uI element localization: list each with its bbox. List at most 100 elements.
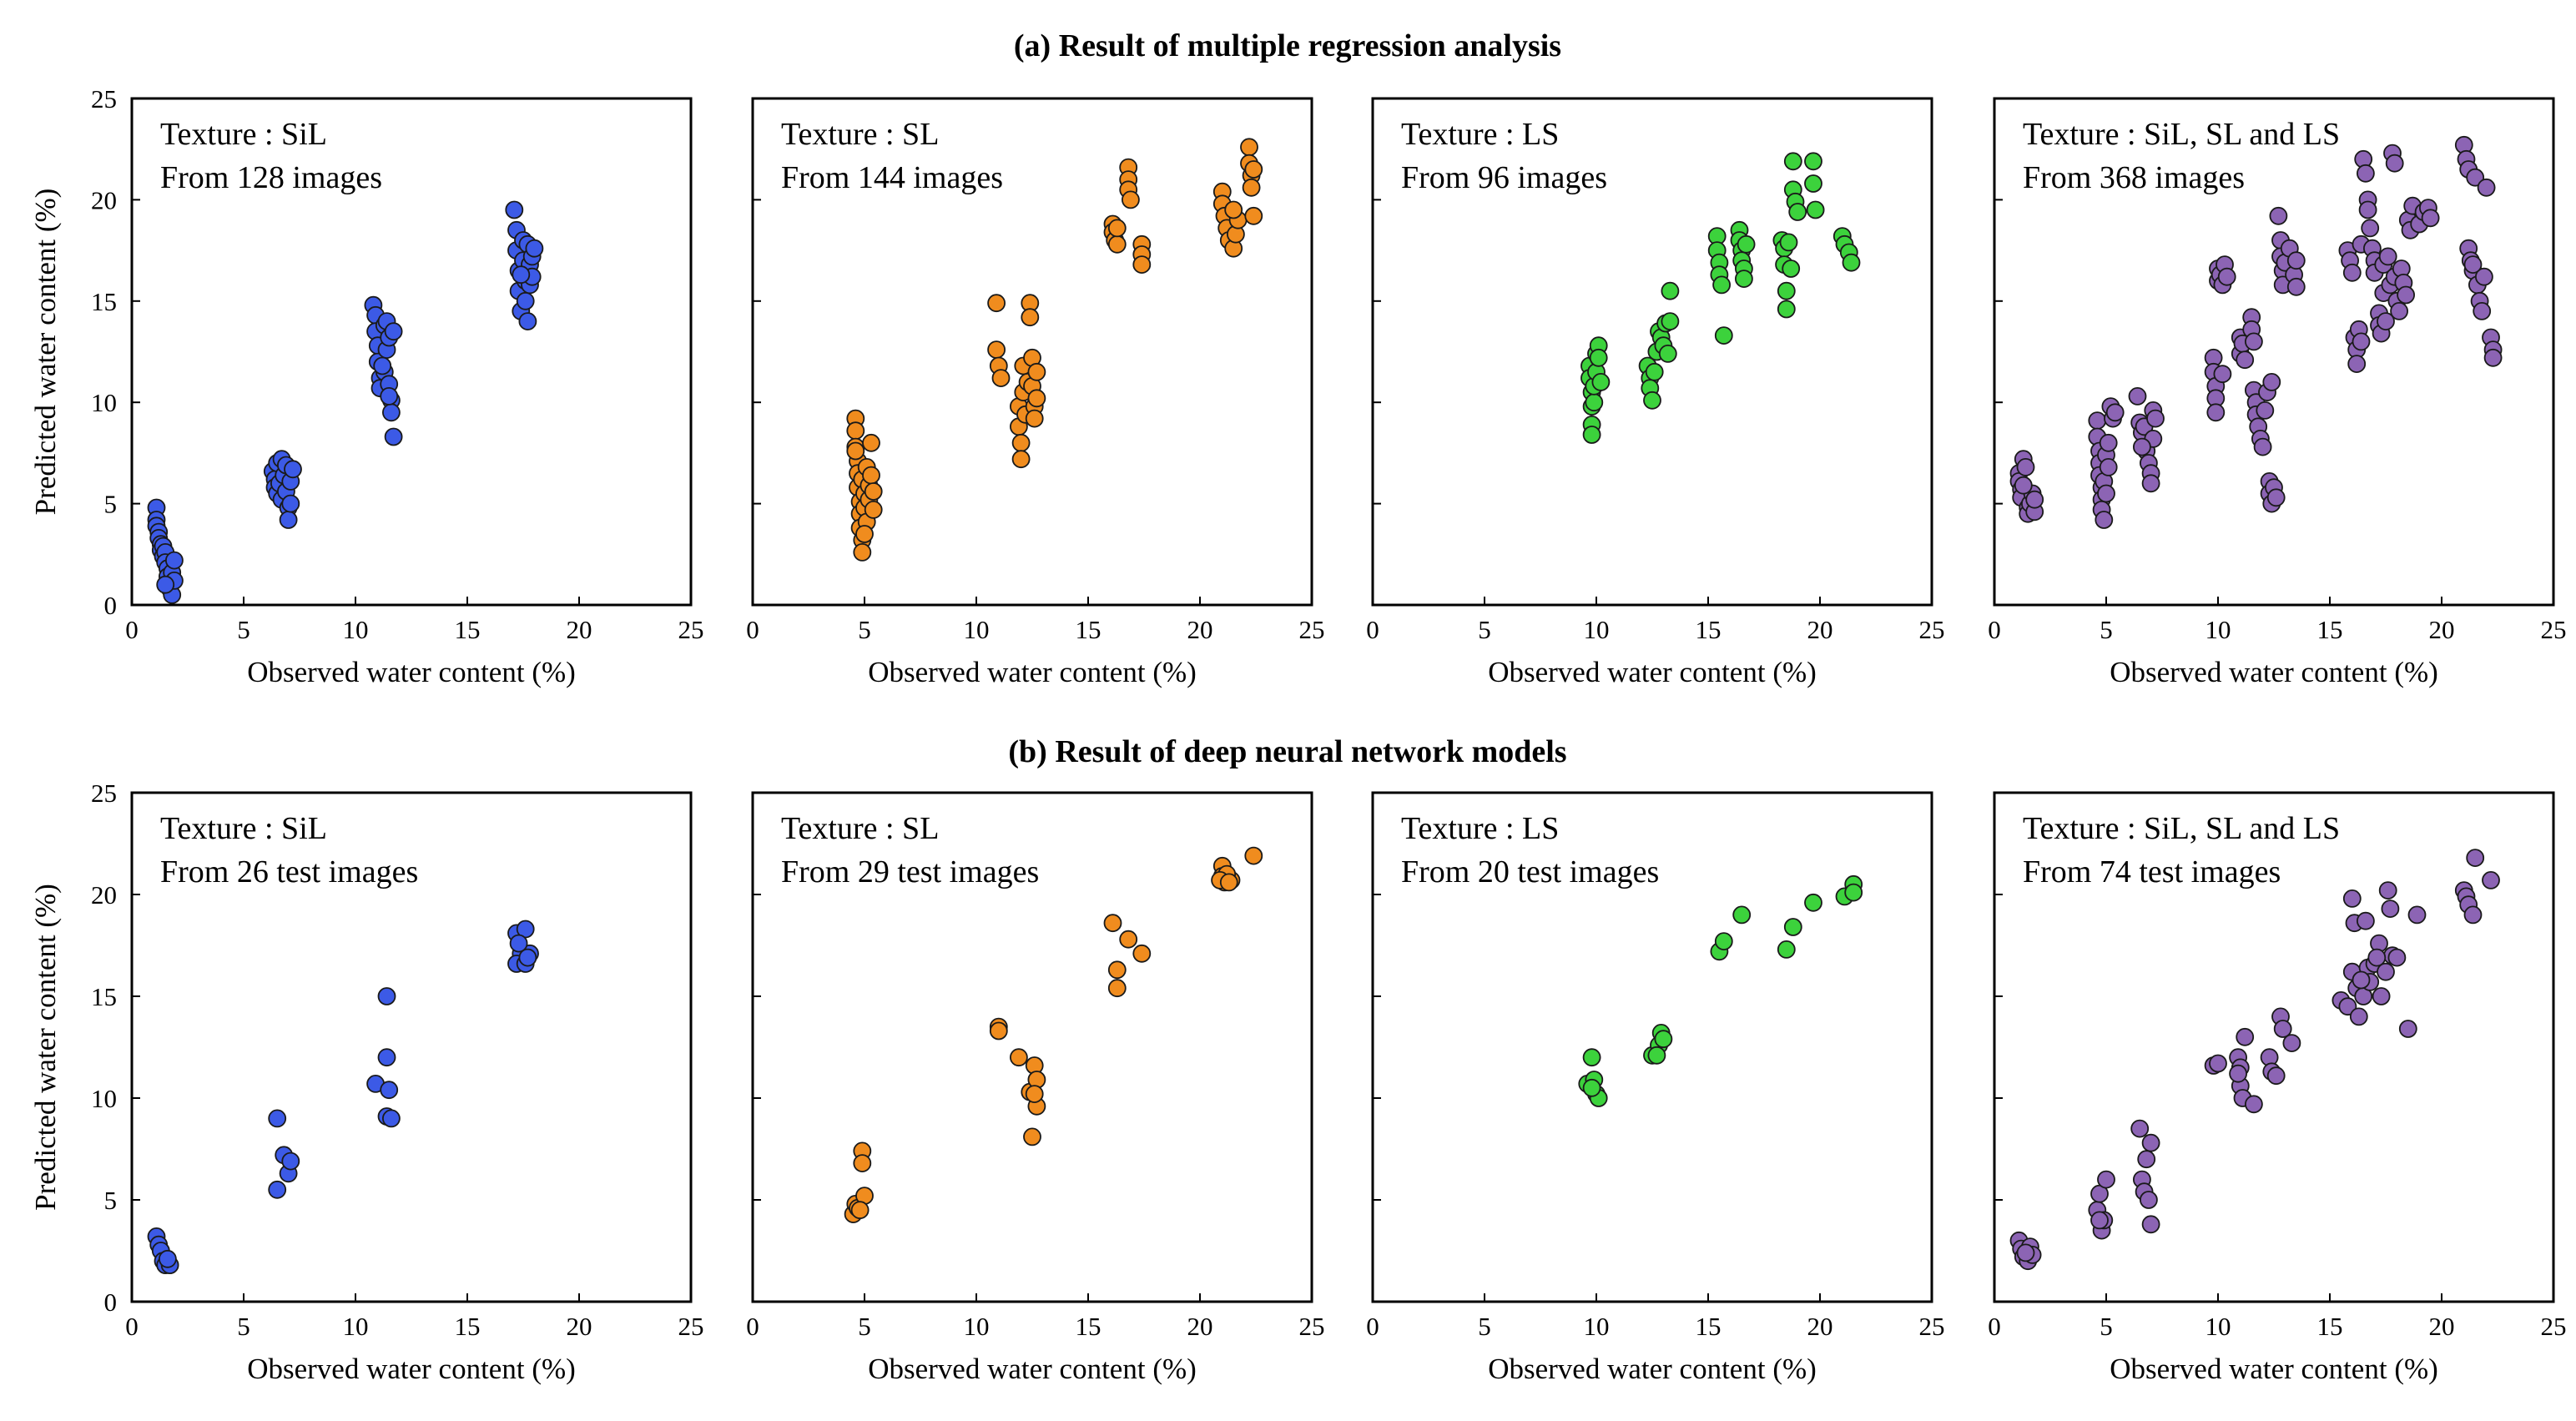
data-point xyxy=(2262,372,2281,391)
data-point xyxy=(1244,160,1263,179)
row-title-a: (a) Result of multiple regression analys… xyxy=(1014,28,1561,63)
data-point xyxy=(1661,312,1680,331)
plot-frame xyxy=(130,97,693,607)
data-point xyxy=(1023,1127,1041,1146)
data-point xyxy=(2390,301,2409,320)
data-point xyxy=(987,340,1006,360)
x-tick-label: 20 xyxy=(567,615,592,644)
data-point xyxy=(2466,849,2485,867)
y-tick-label: 25 xyxy=(91,779,117,808)
x-tick-label: 20 xyxy=(2429,615,2455,644)
data-point xyxy=(1122,190,1140,209)
data-point xyxy=(2342,263,2362,282)
texture-label: Texture : SiL xyxy=(160,811,327,846)
data-point xyxy=(1107,219,1127,238)
data-point xyxy=(2463,255,2483,275)
plot-frame xyxy=(1993,97,2555,607)
data-point xyxy=(2236,350,2255,370)
data-point xyxy=(1783,918,1802,936)
data-point xyxy=(1011,450,1031,469)
texture-label: Texture : SiL xyxy=(160,117,327,152)
y-tick-label: 15 xyxy=(91,287,117,316)
x-tick-label: 25 xyxy=(2541,1312,2567,1341)
x-tick-label: 15 xyxy=(1076,615,1101,644)
data-point xyxy=(864,501,883,519)
data-point xyxy=(2146,409,2165,428)
x-tick-label: 10 xyxy=(343,1312,369,1341)
data-points xyxy=(2009,849,2500,1271)
data-point xyxy=(1737,234,1756,254)
y-tick-label: 10 xyxy=(91,388,117,417)
data-point xyxy=(1643,391,1661,410)
data-point xyxy=(2378,247,2397,266)
data-point xyxy=(2099,458,2118,476)
data-points xyxy=(2009,135,2503,529)
data-point xyxy=(1844,883,1863,902)
data-point xyxy=(862,433,880,452)
y-tick-label: 25 xyxy=(91,84,117,113)
data-point xyxy=(853,1154,872,1172)
data-point xyxy=(381,403,401,422)
x-tick-label: 25 xyxy=(1919,615,1945,644)
data-point xyxy=(2463,905,2483,925)
x-axis-label: Observed water content (%) xyxy=(1488,1353,1817,1385)
x-tick-label: 0 xyxy=(1988,1312,2001,1341)
data-point xyxy=(2090,1211,2109,1230)
data-point xyxy=(846,441,865,461)
x-tick-label: 0 xyxy=(125,615,139,644)
data-point xyxy=(2378,881,2397,899)
data-point xyxy=(2095,511,2114,529)
data-point xyxy=(2421,209,2440,228)
data-point xyxy=(2141,1133,2160,1152)
data-point xyxy=(1244,206,1263,225)
data-point xyxy=(1779,233,1798,252)
data-point xyxy=(1842,253,1861,272)
source-label: From 96 images xyxy=(1401,160,1607,195)
source-label: From 26 test images xyxy=(160,854,418,889)
data-point xyxy=(1025,409,1044,428)
plot-frame xyxy=(130,791,693,1303)
row-title-b: (b) Result of deep neural network models xyxy=(1008,734,1566,769)
data-point xyxy=(2273,1020,2292,1038)
x-tick-label: 10 xyxy=(343,615,369,644)
data-point xyxy=(2128,386,2147,406)
x-tick-label: 5 xyxy=(858,615,871,644)
data-points xyxy=(1578,874,1863,1107)
x-tick-label: 5 xyxy=(1478,615,1491,644)
data-point xyxy=(1782,260,1801,278)
data-points xyxy=(1580,152,1861,444)
data-point xyxy=(1010,1048,1028,1067)
data-point xyxy=(2358,200,2377,219)
data-point xyxy=(2209,1054,2227,1073)
x-axis-label: Observed water content (%) xyxy=(2110,1353,2438,1385)
data-point xyxy=(862,466,880,485)
data-point xyxy=(1240,138,1258,157)
data-point xyxy=(2342,889,2362,908)
data-point xyxy=(1582,1048,1601,1067)
data-point xyxy=(2352,332,2371,351)
x-tick-label: 5 xyxy=(1478,1312,1491,1341)
data-point xyxy=(2377,962,2395,981)
x-axis-label: Observed water content (%) xyxy=(868,1353,1197,1385)
y-tick-label: 0 xyxy=(104,591,118,620)
data-point xyxy=(2352,970,2371,990)
x-tick-label: 0 xyxy=(746,615,759,644)
x-tick-label: 25 xyxy=(1299,615,1325,644)
data-point xyxy=(2286,277,2306,296)
data-point xyxy=(2256,401,2275,420)
data-point xyxy=(1654,1030,1673,1049)
data-point xyxy=(2025,490,2044,509)
data-point xyxy=(855,525,874,543)
data-point xyxy=(2213,365,2232,384)
scatter-panel-b-2: 0 5 10 15 20 25 Observed water content (%) Text… xyxy=(746,791,1325,1385)
x-axis-label: Observed water content (%) xyxy=(868,656,1197,688)
data-point xyxy=(1107,979,1127,998)
data-point xyxy=(2016,1243,2035,1262)
data-point xyxy=(2141,474,2160,493)
data-point xyxy=(1219,873,1238,892)
data-point xyxy=(846,421,865,441)
data-point xyxy=(158,1249,177,1268)
data-point xyxy=(864,482,883,501)
data-point xyxy=(2217,267,2236,286)
